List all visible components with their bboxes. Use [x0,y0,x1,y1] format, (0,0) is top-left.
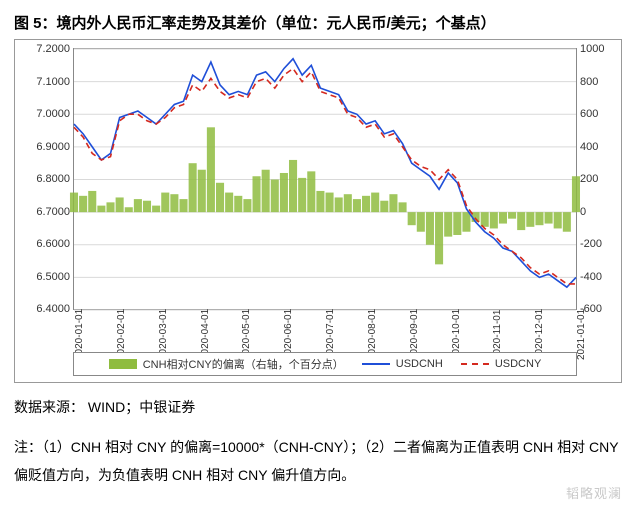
legend-label-usdcny: USDCNY [495,358,541,370]
chart-svg [74,49,576,310]
legend-usdcnh: USDCNH [362,358,443,370]
y-right-tick: -200 [580,238,616,250]
y-right-tick: 200 [580,173,616,185]
figure-title: 图 5：境内外人民币汇率走势及其差价（单位：元人民币/美元；个基点） [14,12,626,33]
x-tick: 2021-01-01 [576,309,587,360]
legend: CNH相对CNY的偏离（右轴，个百分点） USDCNH USDCNY [73,352,577,376]
y-right-tick: 0 [580,206,616,218]
legend-swatch-usdcnh [362,363,390,365]
y-left-tick: 6.9000 [20,141,70,153]
chart-container: 6.4000 6.5000 6.6000 6.7000 6.8000 6.9000 7.00… [14,39,622,383]
y-right-tick: 600 [580,108,616,120]
y-right-tick: 400 [580,141,616,153]
y-right-tick: 800 [580,76,616,88]
plot-area: 6.40006.50006.60006.70006.80006.90007.00… [73,48,577,310]
y-left-tick: 6.5000 [20,271,70,283]
legend-label-area: CNH相对CNY的偏离（右轴，个百分点） [143,356,344,372]
legend-label-usdcnh: USDCNH [396,358,443,370]
data-source: 数据来源： WIND；中银证券 [14,397,626,417]
footnote: 注：（1）CNH 相对 CNY 的偏离=10000*（CNH-CNY）；（2）二… [14,433,626,489]
y-left-tick: 7.0000 [20,108,70,120]
y-left-tick: 6.6000 [20,238,70,250]
legend-area: CNH相对CNY的偏离（右轴，个百分点） [109,356,344,372]
y-left-tick: 6.4000 [20,303,70,315]
y-right-tick: -400 [580,271,616,283]
watermark: 韬略观澜 [566,483,622,502]
y-left-tick: 6.7000 [20,206,70,218]
y-left-tick: 7.2000 [20,43,70,55]
legend-swatch-area [109,359,137,369]
legend-swatch-usdcny [461,363,489,365]
y-right-tick: 1000 [580,43,616,55]
legend-usdcny: USDCNY [461,358,541,370]
y-left-tick: 7.1000 [20,76,70,88]
y-left-tick: 6.8000 [20,173,70,185]
